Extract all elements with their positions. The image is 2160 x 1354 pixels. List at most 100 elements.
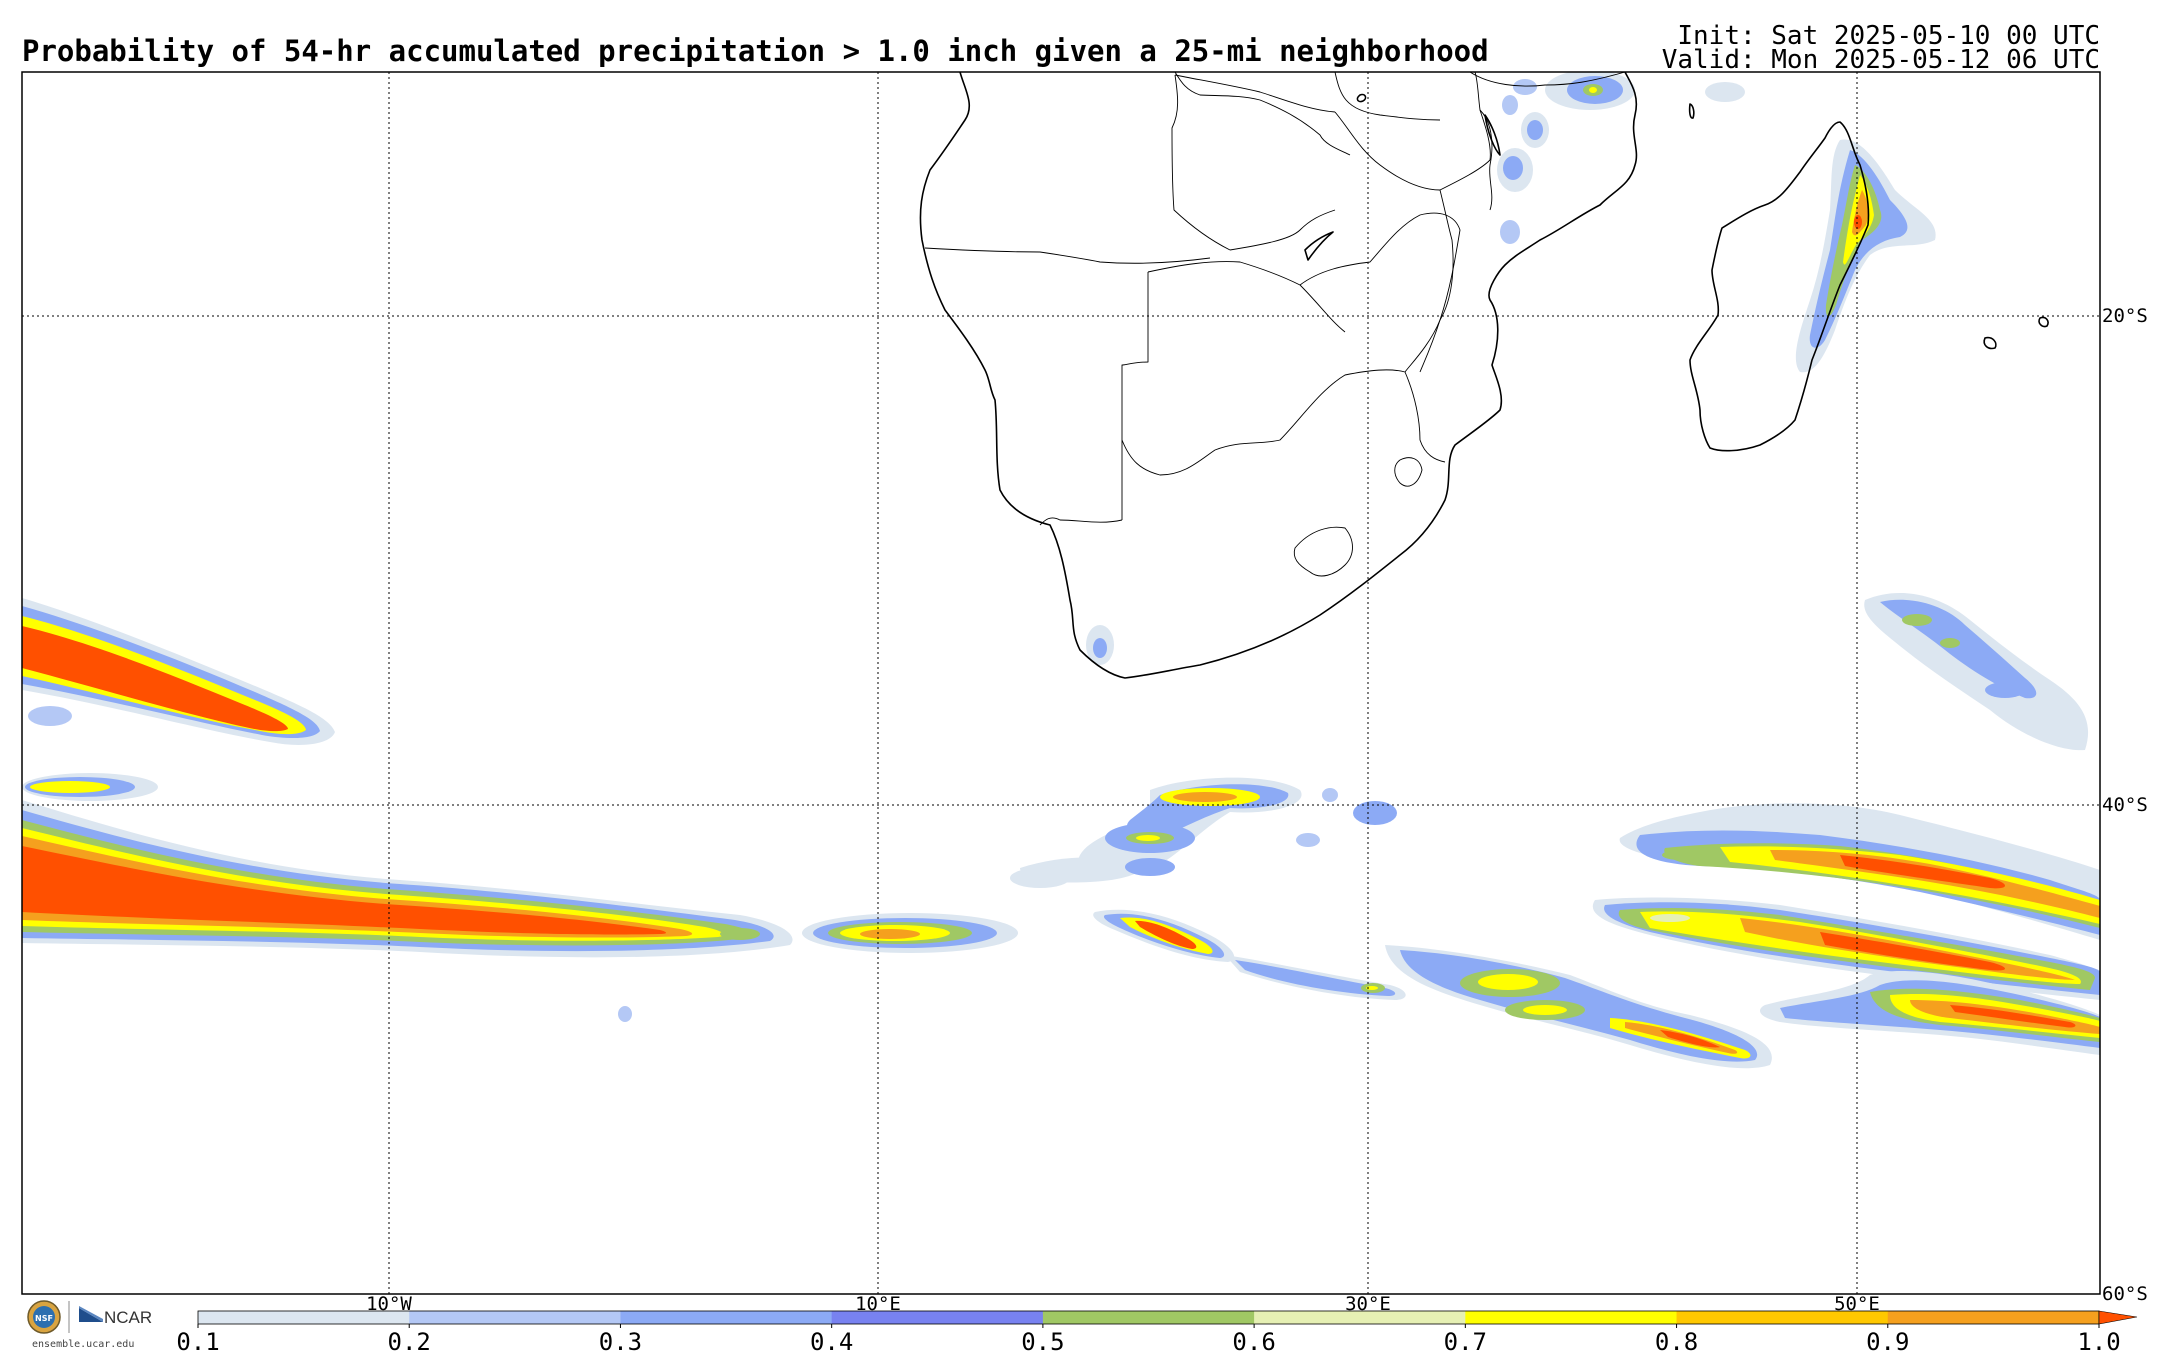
precip-band-east-lower [1760, 970, 2100, 1055]
logo: NSF NCAR ensemble.ucar.edu [27, 1300, 152, 1350]
band-30e-p07a [1478, 974, 1538, 990]
cell-central-p07b [1136, 835, 1160, 841]
nsf-logo: NSF [27, 1300, 61, 1334]
ne-cell-6 [1500, 220, 1520, 244]
ncar-logo-text: NCAR [104, 1308, 152, 1327]
cape-cell-p03 [1093, 638, 1107, 658]
border-mozambique-sa [1404, 371, 1446, 463]
border-zambia-n [1174, 74, 1336, 113]
lon-labels: 10°W 10°E 30°E 50°E [366, 1293, 1880, 1315]
colorbar-labels: 0.1 0.2 0.3 0.4 0.5 0.6 0.7 0.8 0.9 1.0 [176, 1328, 2120, 1354]
border-malawi-tanzania [1479, 109, 1493, 211]
precip-band-west-1 [22, 598, 335, 745]
valid-time: Valid: Mon 2025-05-12 06 UTC [1662, 45, 2100, 75]
precip-cell-central [1010, 777, 1397, 888]
border-eswatini [1394, 457, 1423, 487]
border-angola-namibia [924, 247, 1211, 264]
colorbar-swatch [409, 1311, 621, 1324]
init-time: Init: Sat 2025-05-10 00 UTC [1677, 21, 2100, 51]
band-east-upper-p10 [1840, 855, 2005, 889]
cell-central-spot2 [1353, 801, 1397, 825]
colorbar-tick-label: 0.9 [1866, 1328, 1909, 1354]
border-botswana-n [1147, 261, 1346, 333]
cell-10e-p09 [860, 929, 920, 939]
graticule [22, 72, 2100, 1294]
band-west-2-p10 [22, 846, 666, 935]
cell-central-p03c [1125, 858, 1175, 876]
island-comoros [1688, 103, 1695, 119]
colorbar-tick-label: 0.2 [388, 1328, 431, 1354]
colorbar-swatch [198, 1311, 410, 1324]
nsf-logo-text: NSF [35, 1314, 53, 1323]
africa-coastline [919, 72, 1638, 679]
band-east-upper-p07 [1720, 846, 2100, 924]
band-east-middle-p10 [1820, 932, 2005, 971]
precip-band-20e [1093, 909, 1406, 1000]
colorbar-swatch [1254, 1311, 1466, 1324]
colorbar-tick-label: 0.6 [1232, 1328, 1275, 1354]
lat-label-40s: 40°S [2102, 794, 2148, 816]
colorbar-swatch [1887, 1311, 2100, 1324]
border-angola-zambia [1171, 74, 1231, 251]
ne-cell-7 [1502, 95, 1518, 115]
lon-label-30e: 30°E [1345, 1293, 1391, 1315]
ne-cell-1-p07 [1589, 87, 1597, 93]
logo-url: ensemble.ucar.edu [32, 1339, 134, 1350]
island-small-1 [1356, 93, 1367, 103]
precip-band-west-2 [22, 773, 793, 958]
band-west-1-p10 [22, 626, 288, 732]
ncar-logo-mark-2 [79, 1306, 103, 1322]
lat-label-60s: 60°S [2102, 1283, 2148, 1305]
ncar-logo: NCAR [79, 1306, 152, 1327]
band-east-upper-green [1662, 850, 1698, 860]
colorbar-tick-label: 0.5 [1021, 1328, 1064, 1354]
band-mad-p10 [1854, 215, 1862, 229]
cell-central-p01c [1010, 868, 1070, 888]
lon-label-10e: 10°E [855, 1293, 901, 1315]
band-45e-p05b [1940, 638, 1960, 648]
ne-cell-3 [1705, 82, 1745, 102]
cell-10e-spot [618, 1006, 632, 1022]
ne-cell-4-p03 [1527, 120, 1543, 140]
colorbar-swatch [620, 1311, 833, 1324]
colorbar-swatch [831, 1311, 1044, 1324]
colorbar-extend-arrow [2098, 1310, 2138, 1325]
border-lesotho [1293, 526, 1353, 577]
lake-1 [1304, 231, 1334, 261]
colorbar-tick-label: 0.1 [176, 1328, 219, 1354]
cell-central-spot3 [1296, 833, 1320, 847]
madagascar-coastline [1689, 121, 1870, 452]
border-tanzania [1334, 72, 1441, 121]
border-mozambique-zimbabwe [1419, 189, 1454, 373]
country-borders [924, 72, 1626, 577]
colorbar-swatch [1042, 1311, 1255, 1324]
lat-labels: 20°S 40°S 60°S [2102, 305, 2148, 1305]
colorbar-swatch [1465, 1311, 1678, 1324]
colorbar-tick-label: 1.0 [2077, 1328, 2120, 1354]
colorbar-tick-label: 0.7 [1444, 1328, 1487, 1354]
colorbar-swatch [1676, 1311, 1889, 1324]
border-namibia-botswana [1121, 272, 1149, 520]
map-frame [21, 71, 2101, 1295]
precip-cell-cape [1086, 625, 1114, 665]
ne-cell-2 [1513, 79, 1537, 95]
chart-title: Probability of 54-hr accumulated precipi… [22, 34, 1489, 68]
colorbar: 0.1 0.2 0.3 0.4 0.5 0.6 0.7 0.8 0.9 1.0 [176, 1310, 2138, 1354]
lat-label-20s: 20°S [2102, 305, 2148, 327]
precip-band-east-upper [1619, 803, 2100, 940]
lon-label-50e: 50°E [1834, 1293, 1880, 1315]
lon-label-10w: 10°W [366, 1293, 412, 1315]
border-botswana-sa [1121, 369, 1406, 476]
precip-band-30e [1385, 945, 1772, 1069]
band-20e-tail-p03 [1235, 960, 1396, 996]
lake-malawi [1484, 114, 1501, 156]
border-mozambique-malawi [1439, 72, 1491, 191]
island-mauritius [1983, 336, 1997, 350]
border-zambia-zimbabwe [1229, 209, 1336, 251]
border-zambia-malawi [1334, 111, 1441, 191]
colorbar-tick-label: 0.3 [599, 1328, 642, 1354]
band-20e-p10 [1135, 920, 1197, 949]
band-30e-p10c [1660, 1030, 1720, 1048]
cell-central-spot1 [1322, 788, 1338, 802]
